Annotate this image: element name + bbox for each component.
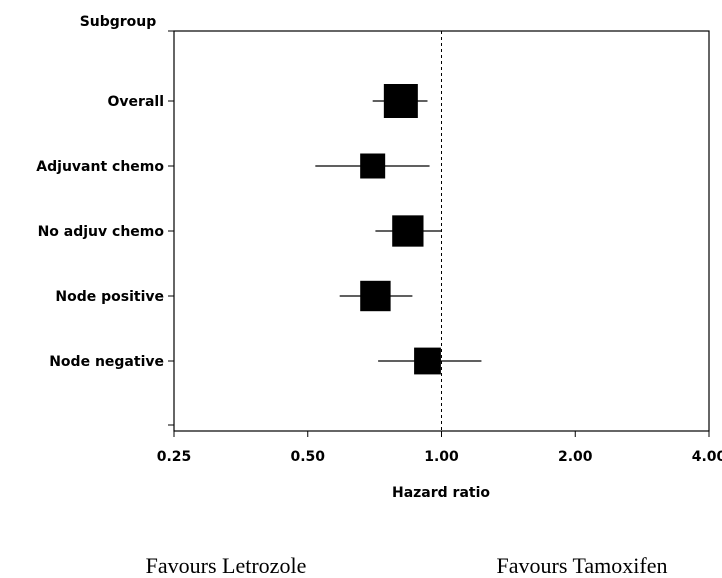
hazard-ratio-marker <box>360 280 391 312</box>
favours-right-label: Favours Tamoxifen <box>497 553 668 578</box>
x-axis-label: Hazard ratio <box>392 485 490 501</box>
x-tick-label: 0.25 <box>157 449 192 465</box>
y-axis-title: Subgroup <box>80 14 157 30</box>
hazard-ratio-marker <box>360 153 386 179</box>
y-axis-ticks <box>168 30 174 426</box>
hazard-ratio-marker <box>414 347 441 375</box>
subgroup-label: No adjuv chemo <box>38 224 165 240</box>
subgroup-label: Node negative <box>49 354 164 370</box>
subgroup-label: Adjuvant chemo <box>36 159 164 175</box>
favours-left-label: Favours Letrozole <box>146 553 307 578</box>
hazard-ratio-marker <box>392 215 424 247</box>
x-tick-label: 4.00 <box>692 449 722 465</box>
x-tick-label: 2.00 <box>558 449 593 465</box>
x-tick-label: 1.00 <box>424 449 459 465</box>
hazard-ratio-marker <box>383 84 418 118</box>
x-tick-label: 0.50 <box>290 449 325 465</box>
x-axis-ticks: 0.25 0.50 1.00 2.00 4.00 <box>157 431 722 465</box>
subgroup-label: Node positive <box>55 289 164 305</box>
subgroup-rows: Overall Adjuvant chemo No adjuv chemo Node … <box>36 84 482 375</box>
subgroup-label: Overall <box>108 94 164 110</box>
